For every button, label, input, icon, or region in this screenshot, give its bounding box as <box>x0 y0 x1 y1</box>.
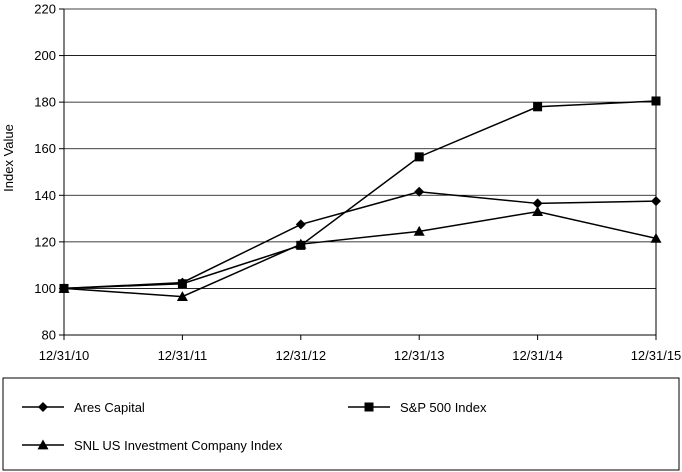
legend: Ares Capital S&P 500 Index SNL US Investme… <box>2 377 680 471</box>
legend-box <box>2 377 680 471</box>
y-tick-labels: 80 100 120 140 160 180 200 220 <box>34 2 56 343</box>
x-tick-label: 12/31/14 <box>512 348 563 363</box>
data-point <box>413 225 425 236</box>
series-line <box>63 210 657 298</box>
y-tick-label: 200 <box>34 48 56 63</box>
legend-entry: Ares Capital <box>22 400 145 415</box>
x-tick-label: 12/31/13 <box>394 348 445 363</box>
x-tick-label: 12/31/11 <box>158 348 208 363</box>
data-point <box>651 196 661 207</box>
y-tick-label: 180 <box>34 95 56 110</box>
data-point <box>414 186 425 197</box>
data-point <box>295 219 306 230</box>
data-point <box>176 291 188 301</box>
grid-lines <box>64 8 656 336</box>
y-axis-title: Index Value <box>1 124 16 192</box>
series-line <box>63 100 657 290</box>
axes <box>59 8 657 340</box>
legend-entry: S&P 500 Index <box>348 400 487 415</box>
legend-marker <box>364 402 374 412</box>
data-point <box>650 232 662 243</box>
x-tick-label: 12/31/15 <box>631 348 682 363</box>
y-tick-label: 120 <box>34 234 56 249</box>
y-tick-label: 100 <box>34 281 56 296</box>
x-tick-labels: 12/31/10 12/31/11 12/31/12 12/31/13 12/31/14… <box>39 348 682 363</box>
legend-label: SNL US Investment Company Index <box>74 438 283 453</box>
data-point <box>295 238 307 249</box>
y-tick-label: 160 <box>34 141 56 156</box>
data-point <box>532 198 543 209</box>
x-tick-label: 12/31/12 <box>275 348 326 363</box>
legend-marker <box>37 439 49 450</box>
data-point <box>58 282 70 293</box>
y-tick-label: 80 <box>42 328 56 343</box>
series-line <box>63 191 657 290</box>
data-point <box>532 206 544 216</box>
data-point <box>651 96 661 106</box>
series-square <box>59 96 661 293</box>
series <box>58 96 662 301</box>
legend-marker <box>38 402 48 412</box>
legend-label: Ares Capital <box>74 400 145 415</box>
data-point <box>177 279 187 289</box>
series-triangle <box>58 206 662 301</box>
y-tick-label: 220 <box>34 2 56 17</box>
y-tick-label: 140 <box>34 188 56 203</box>
data-point <box>533 102 543 112</box>
x-tick-label: 12/31/10 <box>39 348 90 363</box>
data-point <box>414 152 424 162</box>
legend-entry: SNL US Investment Company Index <box>22 438 283 453</box>
legend-label: S&P 500 Index <box>400 400 487 415</box>
series-diamond <box>59 186 661 294</box>
